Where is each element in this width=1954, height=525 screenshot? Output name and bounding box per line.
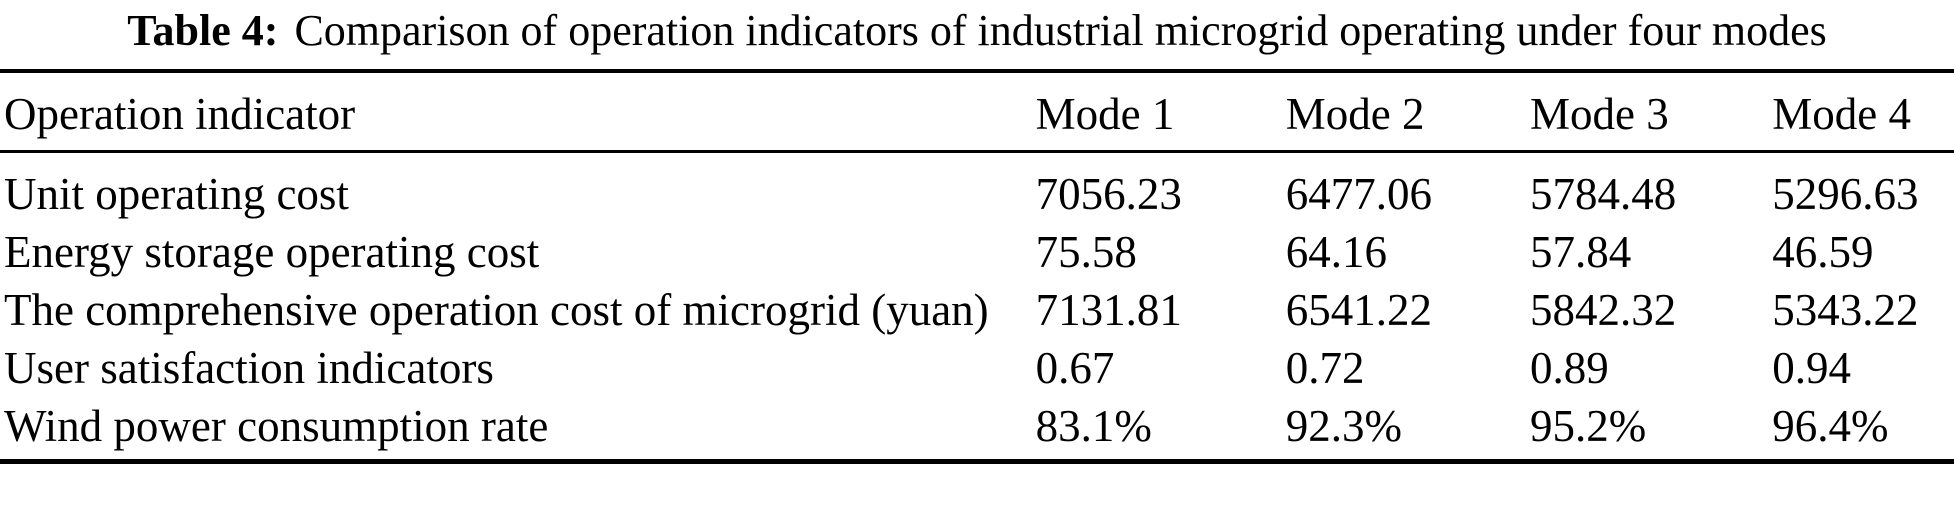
cell-value: 64.16	[1285, 227, 1387, 277]
cell-value: 6477.06	[1285, 169, 1432, 219]
row-label: The comprehensive operation cost of micr…	[4, 285, 989, 335]
table-row-comprehensive-operation-cost: The comprehensive operation cost of micr…	[0, 281, 1954, 339]
cell-value: 7131.81	[1035, 285, 1182, 335]
cell-value: 7056.23	[1035, 169, 1182, 219]
table-row-wind-power-consumption-rate: Wind power consumption rate 83.1% 92.3% …	[0, 397, 1954, 462]
cell-value: 6541.22	[1285, 285, 1432, 335]
cell-value: 92.3%	[1285, 401, 1402, 451]
cell-value: 0.67	[1035, 343, 1115, 393]
row-label: User satisfaction indicators	[4, 343, 494, 393]
table-row-unit-operating-cost: Unit operating cost 7056.23 6477.06 5784…	[0, 152, 1954, 224]
operation-indicators-table: Operation indicator Mode 1 Mode 2 Mode 3…	[0, 69, 1954, 464]
cell-value: 96.4%	[1772, 401, 1889, 451]
cell-value: 5296.63	[1772, 169, 1919, 219]
cell-value: 0.89	[1529, 343, 1609, 393]
cell-value: 83.1%	[1035, 401, 1152, 451]
column-header-mode-1: Mode 1	[1035, 71, 1286, 153]
column-header-operation-indicator: Operation indicator	[0, 71, 1036, 153]
column-header-mode-3: Mode 3	[1529, 71, 1773, 153]
cell-value: 75.58	[1035, 227, 1137, 277]
cell-value: 0.72	[1285, 343, 1365, 393]
cell-value: 5343.22	[1772, 285, 1919, 335]
cell-value: 5784.48	[1529, 169, 1677, 219]
cell-value: 0.94	[1772, 343, 1851, 393]
row-label: Wind power consumption rate	[4, 401, 549, 451]
row-label: Energy storage operating cost	[4, 227, 540, 277]
cell-value: 95.2%	[1529, 401, 1647, 451]
row-label: Unit operating cost	[4, 169, 349, 219]
column-header-mode-4: Mode 4	[1772, 71, 1954, 153]
cell-value: 5842.32	[1529, 285, 1677, 335]
table-caption-text: Comparison of operation indicators of in…	[294, 6, 1827, 55]
column-header-mode-2: Mode 2	[1285, 71, 1530, 153]
cell-value: 57.84	[1529, 227, 1632, 277]
table-header-row: Operation indicator Mode 1 Mode 2 Mode 3…	[0, 71, 1954, 153]
table-row-energy-storage-operating-cost: Energy storage operating cost 75.58 64.1…	[0, 223, 1954, 281]
table-caption: Table 4: Comparison of operation indicato…	[0, 0, 1954, 56]
table-row-user-satisfaction-indicators: User satisfaction indicators 0.67 0.72 0…	[0, 339, 1954, 397]
cell-value: 46.59	[1772, 227, 1874, 277]
table-caption-label: Table 4:	[127, 6, 279, 55]
